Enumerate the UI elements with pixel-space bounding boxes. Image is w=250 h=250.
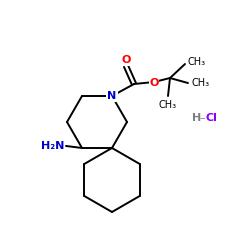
Text: –: – <box>199 113 204 123</box>
Text: Cl: Cl <box>205 113 217 123</box>
Text: N: N <box>108 91 116 101</box>
Text: CH₃: CH₃ <box>159 100 177 110</box>
Text: CH₃: CH₃ <box>191 78 209 88</box>
Text: O: O <box>149 78 159 88</box>
Text: H₂N: H₂N <box>40 141 64 151</box>
Text: O: O <box>121 55 131 65</box>
Text: H: H <box>192 113 201 123</box>
Text: CH₃: CH₃ <box>188 57 206 67</box>
